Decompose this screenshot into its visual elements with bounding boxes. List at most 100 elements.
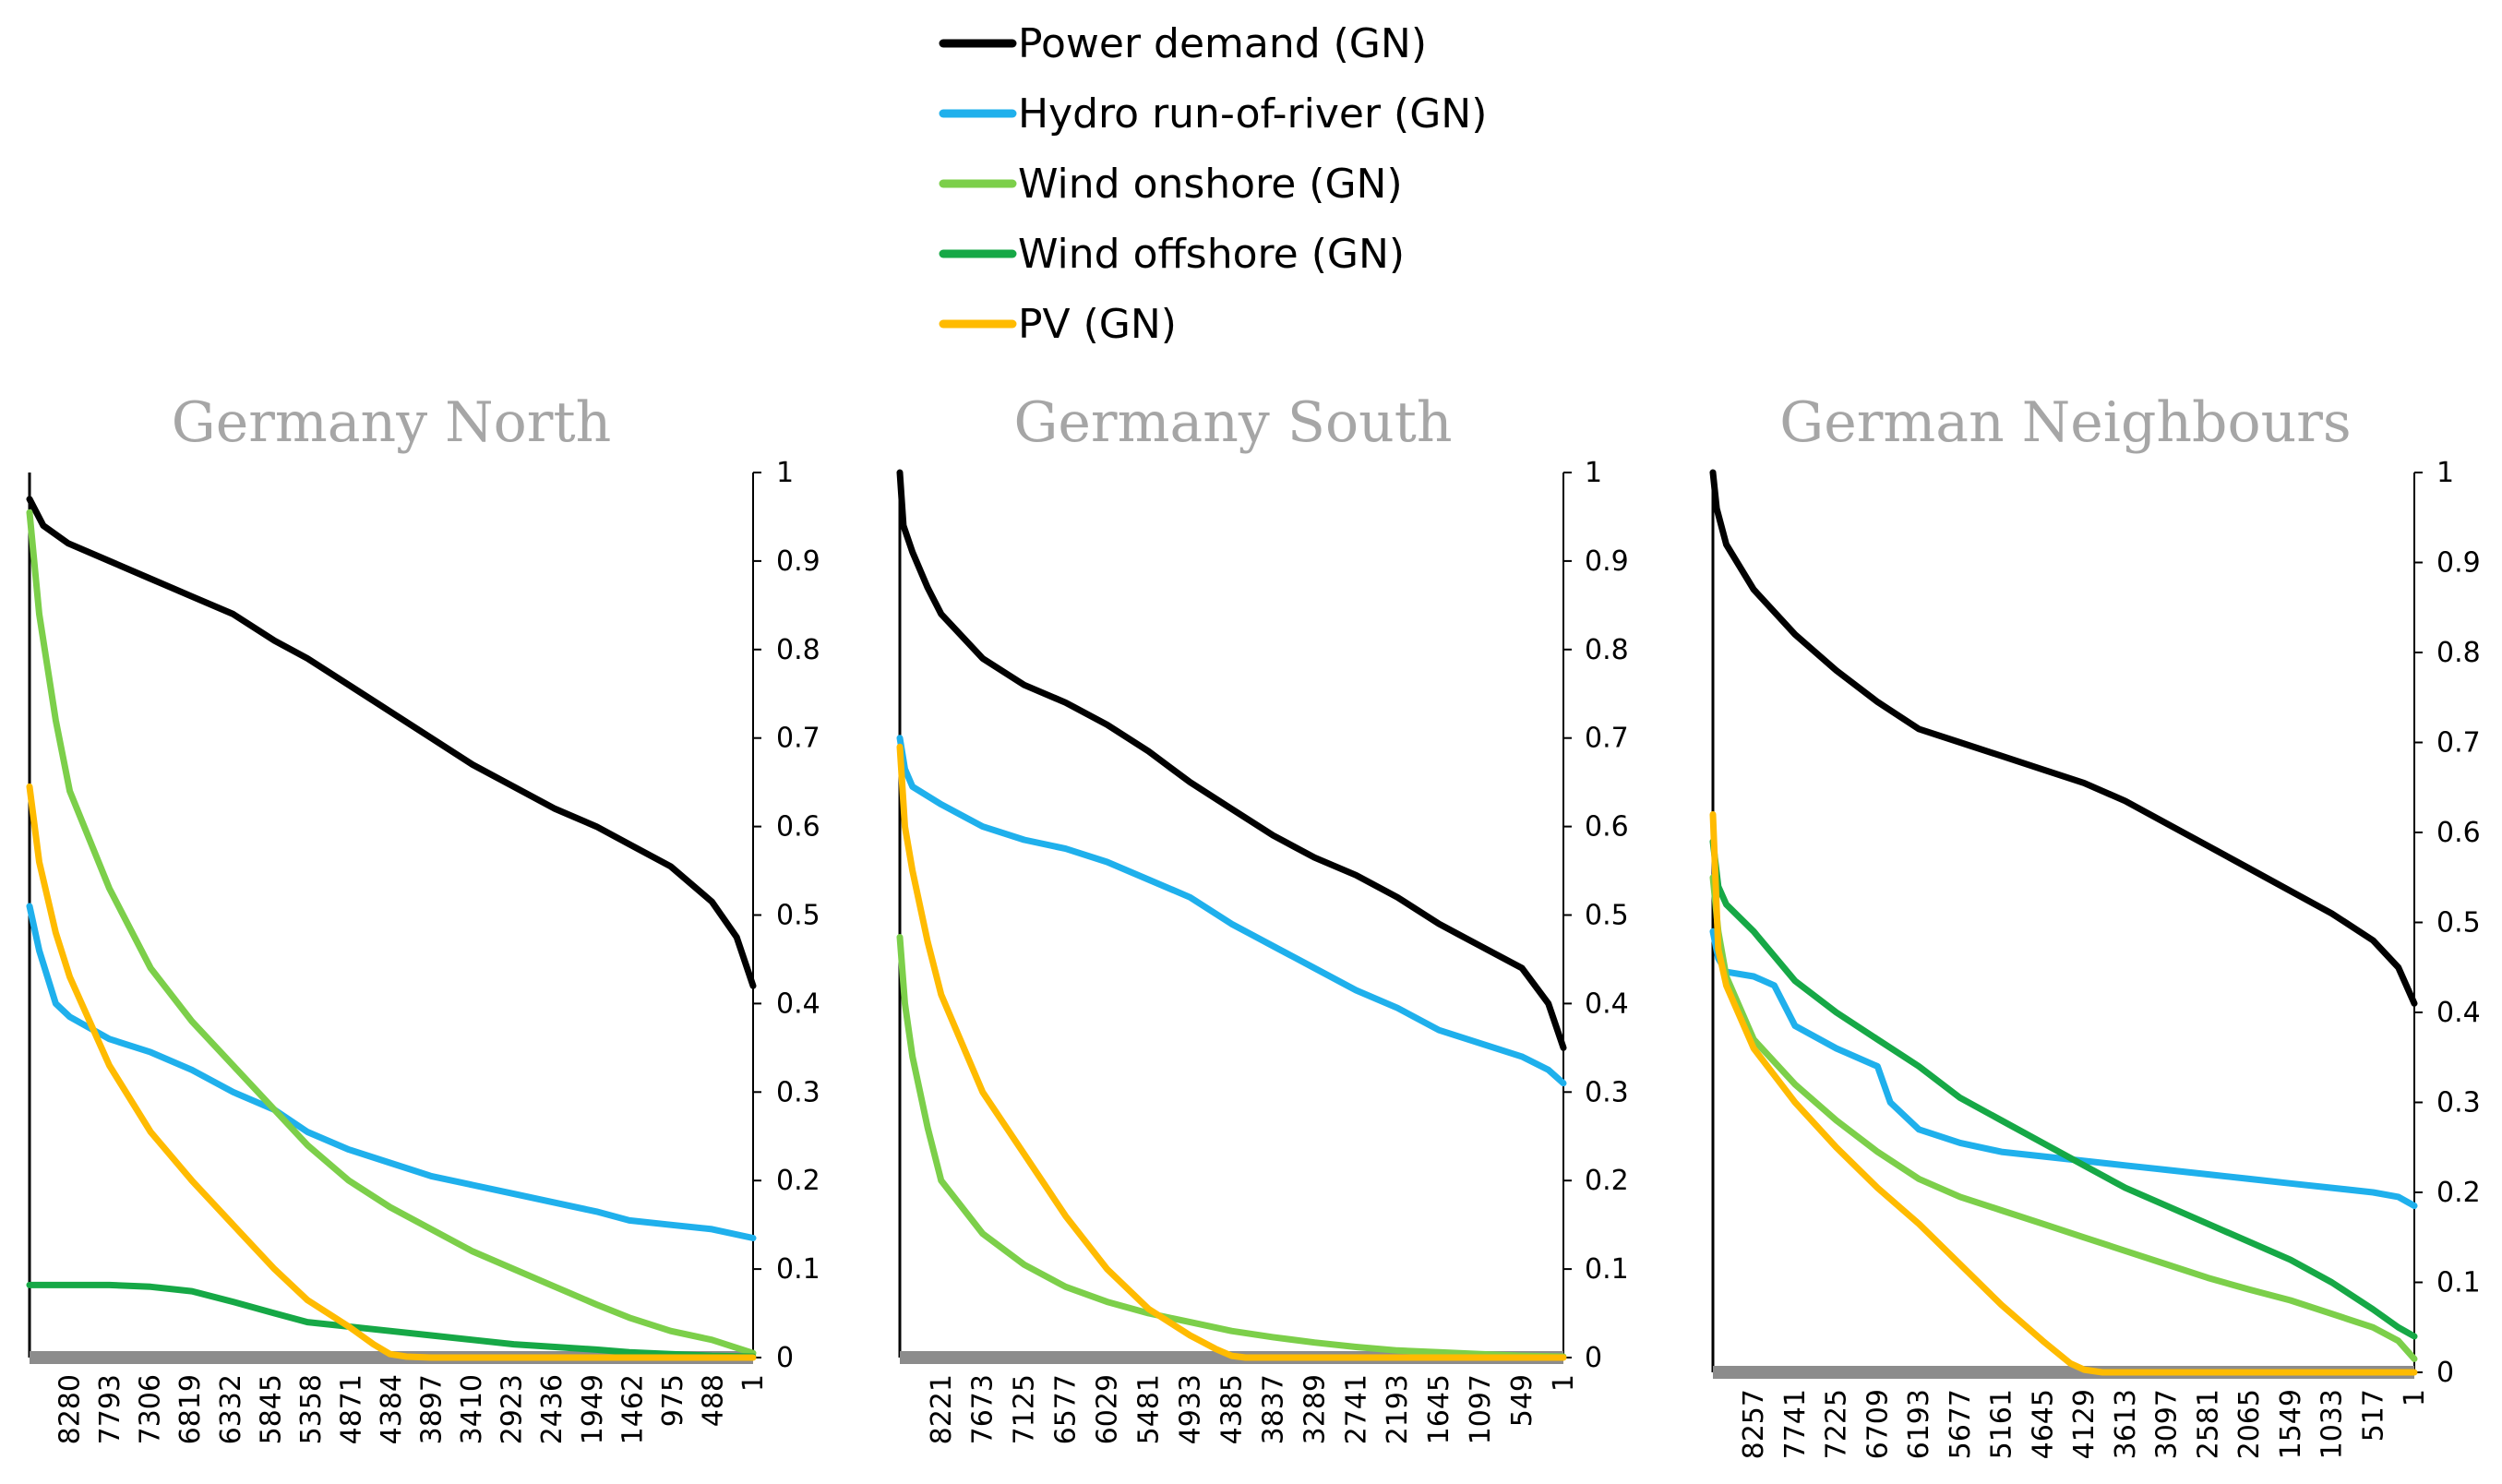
legend-label-wind-onshore-gn: Wind onshore (GN) [1018,161,1403,208]
y-tick-label: 0.7 [1585,723,1629,755]
x-tick-label: 2741 [1340,1374,1372,1444]
x-tick-label: 8257 [1738,1389,1770,1459]
x-tick-label: 488 [697,1374,729,1427]
y-tick-label: 0.9 [2436,547,2481,580]
x-tick-label: 7793 [94,1374,126,1444]
y-tick-label: 0 [1585,1342,1602,1374]
y-tick-label: 0.1 [2436,1267,2481,1299]
series-line-power-demand-gn [896,469,1567,1051]
x-tick-label: 5845 [255,1374,287,1444]
series-line-wind-offshore-gn [26,1281,757,1360]
series-line-wind-offshore-gn [1709,838,2418,1340]
y-tick-label: 0.2 [2436,1177,2481,1209]
x-tick-label: 1645 [1423,1374,1455,1444]
y-tick-label: 0.6 [776,811,820,844]
y-tick-label: 0 [776,1342,794,1374]
x-tick-label: 6709 [1862,1389,1894,1459]
x-tick-label: 1 [1548,1374,1580,1392]
x-tick-label: 975 [657,1374,689,1427]
legend-label-pv-gn: PV (GN) [1018,301,1177,348]
x-tick-label: 3897 [416,1374,449,1444]
x-tick-label: 2581 [2192,1389,2224,1459]
y-tick-label: 0.5 [1585,900,1629,932]
x-tick-label: 7741 [1779,1389,1812,1459]
legend: Power demand (GN) Hydro run-of-river (GN)… [939,20,1487,348]
x-tick-label: 8221 [926,1374,958,1444]
x-tick-label: 6029 [1092,1374,1124,1444]
series-line-hydro-run-of-river-gn [896,735,1567,1087]
y-tick-label: 0.3 [1585,1076,1629,1108]
chart-title-germany-south: Germany South [1013,390,1452,455]
x-tick-label: 3097 [2151,1389,2184,1459]
x-tick-label: 7673 [967,1374,1000,1444]
panel-german-neighbours: German Neighbours 0 0.1 0.2 0.3 0.4 0.5 0.6 0.7 0… [1709,390,2481,1459]
y-tick-label: 0.6 [2436,817,2481,849]
x-tick-label: 7306 [135,1374,167,1444]
x-tick-label: 5481 [1133,1374,1166,1444]
x-tick-label: 8280 [54,1374,87,1444]
y-tick-label: 0.4 [1585,987,1629,1020]
x-tick-label: 2436 [536,1374,569,1444]
x-tick-label: 6332 [215,1374,247,1444]
legend-label-power-demand-gn: Power demand (GN) [1018,20,1427,67]
x-tick-label: 1033 [2316,1389,2349,1459]
y-tick-label: 0.7 [2436,727,2481,760]
series-line-hydro-run-of-river-gn [1709,928,2418,1210]
x-tick-label: 6577 [1050,1374,1083,1444]
x-tick-label: 5161 [1986,1389,2018,1459]
x-tick-label: 2193 [1382,1374,1414,1444]
x-tick-label: 2923 [497,1374,529,1444]
x-tick-label: 7225 [1821,1389,1853,1459]
x-tick-label: 4129 [2068,1389,2101,1459]
legend-label-hydro-run-of-river-gn: Hydro run-of-river (GN) [1018,90,1487,138]
series-line-power-demand-gn [26,496,757,989]
y-tick-label: 0.5 [2436,907,2481,939]
x-tick-label: 4645 [2027,1389,2059,1459]
x-tick-label: 6193 [1903,1389,1935,1459]
x-tick-label: 1 [737,1374,770,1392]
x-tick-label: 2065 [2233,1389,2266,1459]
x-tick-label: 6819 [174,1374,207,1444]
x-tick-label: 1097 [1465,1374,1497,1444]
y-tick-label: 0.7 [776,723,820,755]
x-tick-label: 4933 [1174,1374,1206,1444]
y-tick-label: 0.5 [776,900,820,932]
x-tick-label: 7125 [1009,1374,1041,1444]
y-tick-label: 1 [776,457,794,489]
x-tick-label: 4871 [335,1374,367,1444]
y-tick-label: 0.1 [1585,1253,1629,1286]
chart-title-german-neighbours: German Neighbours [1779,390,2351,455]
series-line-pv-gn [26,783,757,1361]
x-tick-label: 5358 [295,1374,328,1444]
x-tick-label: 5677 [1945,1389,1977,1459]
y-tick-label: 0 [2436,1357,2454,1389]
series-line-pv-gn [1709,811,2418,1376]
y-tick-label: 0.2 [776,1165,820,1197]
series-line-hydro-run-of-river-gn [26,903,757,1241]
series-line-power-demand-gn [1709,469,2418,1007]
x-tick-label: 1 [2399,1389,2431,1406]
y-tick-label: 0.8 [1585,634,1629,666]
y-tick-label: 1 [1585,457,1602,489]
legend-label-wind-offshore-gn: Wind offshore (GN) [1018,231,1405,278]
series-line-pv-gn [896,743,1567,1361]
x-tick-label: 1549 [2275,1389,2307,1459]
x-tick-label: 1462 [617,1374,649,1444]
series-line-wind-onshore-gn [1709,874,2418,1362]
y-tick-label: 0.3 [776,1076,820,1108]
y-tick-label: 0.2 [1585,1165,1629,1197]
x-tick-label: 3613 [2110,1389,2142,1459]
x-tick-label: 1949 [577,1374,609,1444]
x-tick-label: 3410 [456,1374,488,1444]
y-tick-label: 0.6 [1585,811,1629,844]
x-tick-label: 4385 [1215,1374,1248,1444]
panel-germany-north: Germany North 0 0.1 0.2 0.3 0.4 0.5 0.6 0.7 0.8 0.… [26,390,820,1444]
y-tick-label: 0.9 [1585,545,1629,578]
series-line-wind-onshore-gn [896,934,1567,1360]
y-tick-label: 0.9 [776,545,820,578]
y-tick-label: 0.1 [776,1253,820,1286]
x-tick-label: 3837 [1257,1374,1289,1444]
y-tick-label: 1 [2436,457,2454,489]
chart-title-germany-north: Germany North [172,390,611,455]
